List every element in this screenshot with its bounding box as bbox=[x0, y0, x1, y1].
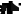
Bar bbox=[13, 4, 18, 11]
Bar bbox=[2, 4, 3, 11]
Text: Distal colon: Distal colon bbox=[0, 1, 21, 14]
Text: High: High bbox=[19, 4, 21, 14]
Text: Low: Low bbox=[19, 0, 21, 11]
